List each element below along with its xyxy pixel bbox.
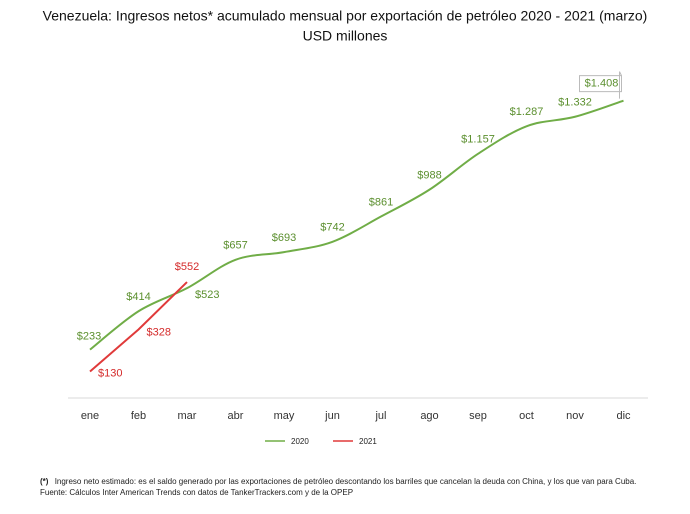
chart-title: Venezuela: Ingresos netos* acumulado men… (43, 8, 648, 24)
data-label: $1.157 (461, 134, 495, 146)
x-tick-label: oct (519, 410, 534, 422)
legend-label: 2021 (359, 437, 377, 446)
source: Fuente: Cálculos Inter American Trends c… (40, 488, 353, 497)
data-label: $523 (195, 289, 219, 301)
chart-subtitle: USD millones (303, 28, 388, 44)
x-tick-label: mar (178, 410, 197, 422)
x-tick-label: feb (131, 410, 146, 422)
x-tick-label: abr (228, 410, 244, 422)
data-label: $1.332 (558, 97, 592, 109)
data-label: $1.408 (585, 78, 619, 90)
x-tick-label: ene (81, 410, 99, 422)
footnote: Ingreso neto estimado: es el saldo gener… (55, 477, 637, 486)
footnote-mark: (*) (40, 477, 49, 486)
data-label: $328 (147, 326, 171, 338)
x-tick-label: dic (616, 410, 631, 422)
x-tick-label: nov (566, 410, 584, 422)
data-label: $130 (98, 367, 122, 379)
x-tick-label: sep (469, 410, 487, 422)
callout-box (579, 71, 622, 99)
data-label: $861 (369, 196, 393, 208)
x-tick-label: jul (374, 410, 386, 422)
legend-label: 2020 (291, 437, 309, 446)
series-line (89, 99, 624, 351)
x-tick-label: may (274, 410, 295, 422)
data-label: $657 (223, 240, 247, 252)
data-label: $988 (417, 170, 441, 182)
data-label: $693 (272, 232, 296, 244)
data-label: $233 (77, 331, 101, 343)
x-tick-label: jun (324, 410, 340, 422)
footnote-line: (*) Ingreso neto estimado: es el saldo g… (40, 477, 636, 486)
data-label: $414 (126, 291, 150, 303)
data-label: $552 (175, 261, 199, 273)
data-label: $1.287 (510, 106, 544, 118)
series-line (89, 281, 188, 373)
x-tick-label: ago (420, 410, 438, 422)
data-label: $742 (320, 222, 344, 234)
